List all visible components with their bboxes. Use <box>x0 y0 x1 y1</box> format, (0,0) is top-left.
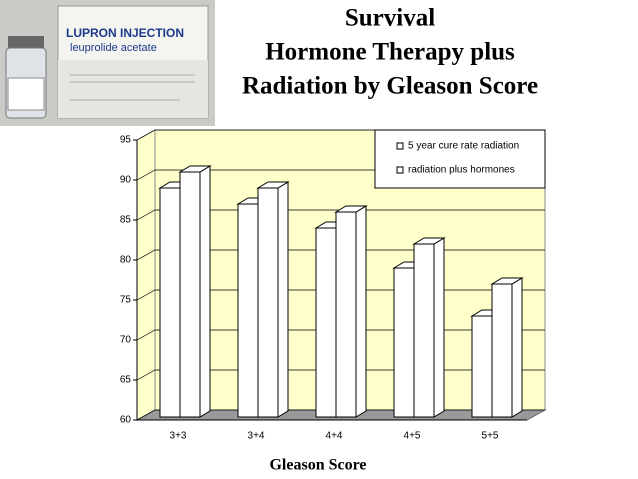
chart-title: Hormone Therapy plus <box>265 39 515 66</box>
bar-side <box>199 165 211 418</box>
bar-side <box>277 181 289 418</box>
bar-side <box>355 205 367 418</box>
y-tick-label: 90 <box>120 175 132 186</box>
grid-line <box>136 209 545 221</box>
bar-front <box>159 187 181 418</box>
x-tick-label: 3+3 <box>170 431 187 442</box>
side-wall <box>136 129 156 421</box>
y-tick-label: 75 <box>120 295 132 306</box>
legend-swatch <box>396 142 404 150</box>
legend-label: radiation plus hormones <box>408 165 515 176</box>
y-tick-label: 80 <box>120 255 132 266</box>
legend-box <box>374 129 546 189</box>
bar-front <box>335 211 357 418</box>
x-tick-label: 4+5 <box>404 431 421 442</box>
y-tick-label: 65 <box>120 375 132 386</box>
bar-front <box>315 227 337 418</box>
bar <box>178 165 212 418</box>
x-tick-label: 4+4 <box>326 431 343 442</box>
chart-title: Radiation by Gleason Score <box>242 73 538 100</box>
y-tick-label: 70 <box>120 335 132 346</box>
legend-swatch <box>396 166 404 174</box>
chart-title: Survival <box>345 5 435 32</box>
x-tick-label: 3+4 <box>248 431 265 442</box>
bar-side <box>433 237 445 418</box>
x-axis-label: Gleason Score <box>269 457 366 474</box>
bar <box>490 277 524 418</box>
bar <box>334 205 368 418</box>
bar <box>256 181 290 418</box>
bar-front <box>237 203 259 418</box>
plot: 60 65 70 75 80 85 90 95 3+3 3+4 4+4 4+5 5+5 5 year cu… <box>120 129 547 442</box>
bar-front <box>179 171 201 418</box>
bar-front <box>471 315 493 418</box>
bar-front <box>413 243 435 418</box>
y-tick-label: 85 <box>120 215 132 226</box>
x-tick-label: 5+5 <box>482 431 499 442</box>
bar-front <box>393 267 415 418</box>
product-photo: LUPRON INJECTION leuprolide acetate <box>0 0 215 126</box>
y-tick-label: 60 <box>120 415 132 426</box>
y-tick-label: 95 <box>120 135 132 146</box>
photo-brand: LUPRON INJECTION <box>66 26 184 40</box>
photo-drug: leuprolide acetate <box>70 42 157 54</box>
legend-label: 5 year cure rate radiation <box>408 141 519 152</box>
bar-side <box>511 277 523 418</box>
bar-front <box>257 187 279 418</box>
bar-front <box>491 283 513 418</box>
bar <box>412 237 446 418</box>
